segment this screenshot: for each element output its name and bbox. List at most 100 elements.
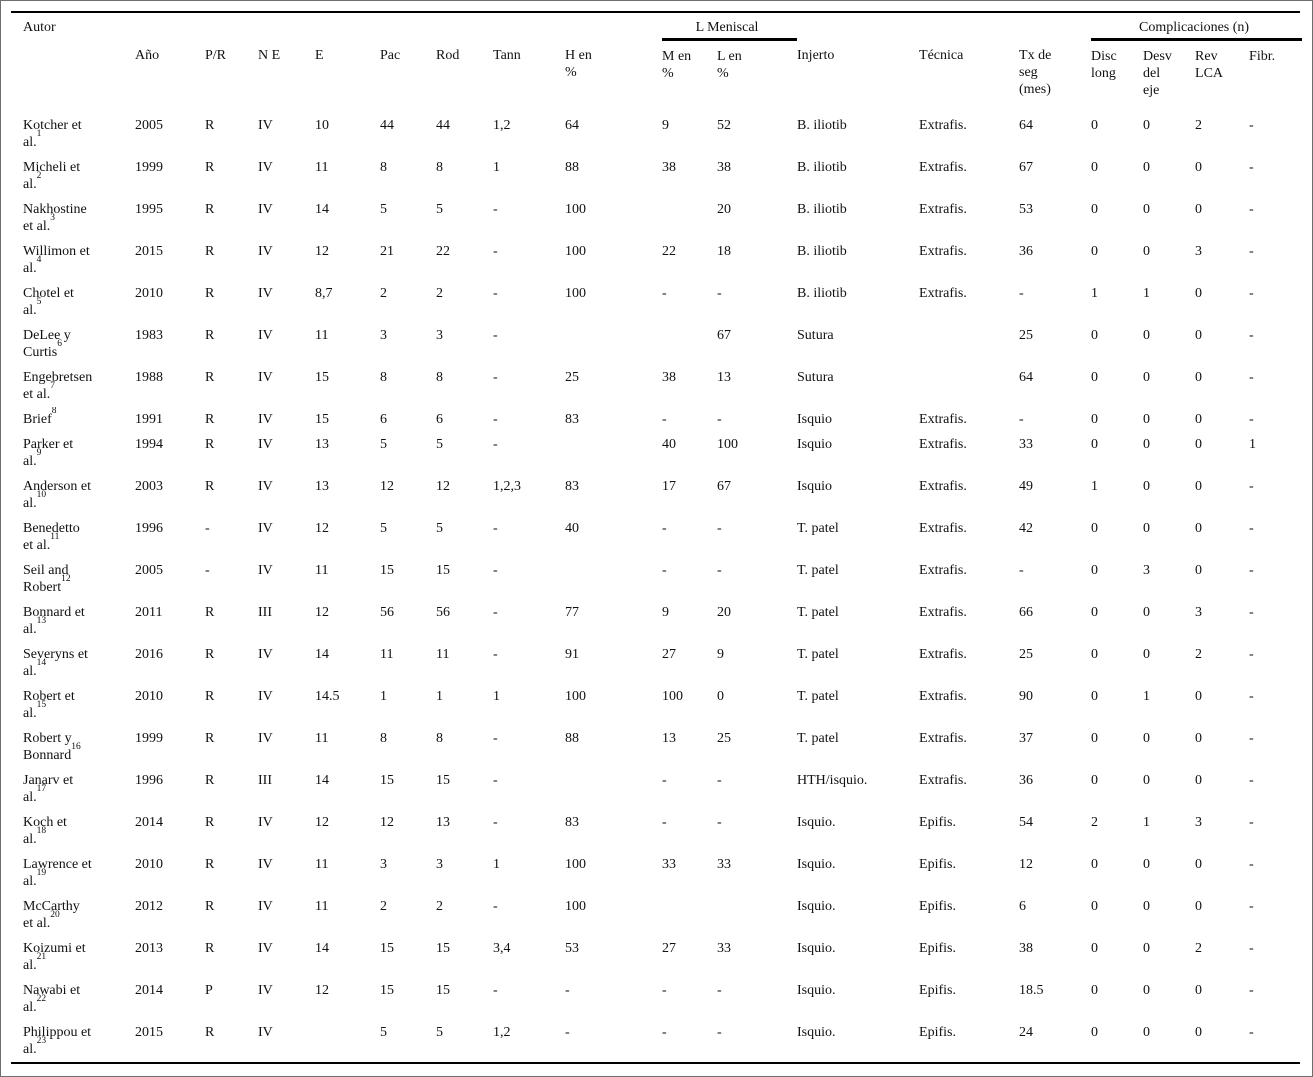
cell-injerto: T. patel (797, 605, 839, 620)
col-header-disc-long: Disc long (1091, 49, 1117, 81)
cell-ano: 1988 (135, 370, 163, 385)
cell-n-e: IV (258, 244, 273, 259)
cell-pac: 5 (380, 437, 387, 452)
cell-disc-long: 0 (1091, 118, 1099, 133)
cell-n-e: IV (258, 479, 273, 494)
cell-l-en-pct: 38 (717, 160, 731, 175)
cell-fibr: - (1249, 412, 1254, 427)
cell-p-r: R (205, 328, 215, 343)
cell-pac: 15 (380, 983, 394, 998)
cell-fibr: - (1249, 731, 1254, 746)
cell-disc-long: 1 (1091, 479, 1099, 494)
cell-e: 14.5 (315, 689, 340, 704)
cell-h-en-pct: 83 (565, 815, 579, 830)
reference-superscript: 15 (36, 699, 47, 710)
col-header-rev-lca: Rev LCA (1195, 49, 1224, 81)
cell-desv-eje: 0 (1143, 328, 1151, 343)
cell-disc-long: 0 (1091, 412, 1099, 427)
cell-autor: Bonnard et al.13 (23, 605, 85, 637)
cell-rod: 8 (436, 731, 443, 746)
cell-l-en-pct: 20 (717, 605, 731, 620)
reference-superscript: 18 (36, 825, 47, 836)
col-header-e: E (315, 47, 324, 63)
table-row: McCarthy et al.20 2012 R IV 11 2 2 - 100 Isquio. Ep… (23, 894, 1302, 936)
cell-disc-long: 0 (1091, 857, 1099, 872)
cell-rev-lca: 0 (1195, 202, 1203, 217)
cell-tecnica: Epifis. (919, 815, 956, 830)
cell-pac: 15 (380, 563, 394, 578)
cell-fibr: - (1249, 328, 1254, 343)
studies-table: Autor L Meniscal Complicaciones (n) Año P… (23, 13, 1303, 1062)
table-row: Engebretsen et al.7 1988 R IV 15 8 8 - 25 38 13 Sutu… (23, 365, 1302, 407)
cell-tx-seg: 25 (1019, 647, 1034, 662)
cell-pac: 15 (380, 773, 394, 788)
cell-l-en-pct: 20 (717, 202, 731, 217)
cell-ano: 1994 (135, 437, 163, 452)
cell-e: 11 (315, 731, 329, 746)
cell-fibr: - (1249, 370, 1254, 385)
cell-rev-lca: 2 (1195, 118, 1203, 133)
cell-ano: 2013 (135, 941, 163, 956)
table-row: Nakhostine et al.3 1995 R IV 14 5 5 - 100 20 B. ili… (23, 197, 1302, 239)
cell-h-en-pct: 91 (565, 647, 579, 662)
reference-superscript: 10 (36, 489, 47, 500)
table-row: Robert y Bonnard16 1999 R IV 11 8 8-88 13 25 T. pa… (23, 726, 1302, 768)
cell-h-en-pct: 100 (565, 899, 586, 914)
cell-h-en-pct: 100 (565, 202, 586, 217)
cell-injerto: Isquio. (797, 983, 836, 998)
cell-ano: 1991 (135, 412, 163, 427)
cell-tann: - (493, 899, 498, 914)
cell-tx-seg: 67 (1019, 160, 1034, 175)
cell-h-en-pct: 64 (565, 118, 579, 133)
cell-injerto: T. patel (797, 521, 839, 536)
cell-rod: 15 (436, 941, 450, 956)
cell-m-en-pct: 22 (662, 244, 676, 259)
cell-p-r: R (205, 479, 215, 494)
cell-desv-eje: 0 (1143, 412, 1151, 427)
cell-disc-long: 0 (1091, 437, 1099, 452)
cell-tann: 1 (493, 857, 500, 872)
cell-rev-lca: 0 (1195, 328, 1203, 343)
cell-l-en-pct: 13 (717, 370, 731, 385)
cell-desv-eje: 1 (1143, 689, 1151, 704)
cell-desv-eje: 0 (1143, 202, 1151, 217)
cell-tann: - (493, 773, 498, 788)
cell-rev-lca: 2 (1195, 941, 1203, 956)
cell-rod: 13 (436, 815, 450, 830)
reference-superscript: 8 (51, 407, 57, 416)
cell-l-en-pct: 52 (717, 118, 731, 133)
cell-tecnica: Extrafis. (919, 731, 967, 746)
cell-pac: 3 (380, 328, 387, 343)
cell-l-en-pct: - (717, 983, 722, 998)
cell-rod: 2 (436, 286, 443, 301)
cell-tann: - (493, 605, 498, 620)
cell-e: 11 (315, 328, 329, 343)
cell-fibr: - (1249, 983, 1254, 998)
cell-p-r: R (205, 118, 215, 133)
reference-superscript: 1 (36, 128, 42, 139)
cell-autor: Nakhostine et al.3 (23, 202, 87, 234)
cell-rev-lca: 0 (1195, 773, 1203, 788)
cell-autor: Janarv et al.17 (23, 773, 74, 805)
group-header-row: Autor L Meniscal Complicaciones (n) (23, 13, 1303, 41)
cell-rod: 5 (436, 202, 443, 217)
cell-m-en-pct: - (662, 286, 667, 301)
cell-desv-eje: 1 (1143, 286, 1151, 301)
cell-rev-lca: 0 (1195, 731, 1203, 746)
cell-p-r: - (205, 563, 210, 578)
table-body: Kotcher et al.1 2005 R IV 10 44 44 1,2 64 9 52 B. il… (23, 113, 1302, 1062)
column-header-row: Año P/R N E E Pac Rod Tann H en % M en % L en % In… (23, 40, 1302, 114)
reference-superscript: 19 (36, 867, 47, 878)
cell-tecnica: Epifis. (919, 941, 956, 956)
cell-l-en-pct: 67 (717, 328, 731, 343)
cell-pac: 5 (380, 1025, 387, 1040)
table-row: Parker et al.9 1994 R IV 13 5 5-40 100 Isquio Extr… (23, 432, 1302, 474)
cell-fibr: - (1249, 160, 1254, 175)
cell-desv-eje: 0 (1143, 118, 1151, 133)
cell-fibr: - (1249, 286, 1254, 301)
header-spacer-mid (797, 13, 1091, 40)
cell-m-en-pct: 38 (662, 160, 676, 175)
cell-rev-lca: 0 (1195, 370, 1203, 385)
cell-disc-long: 0 (1091, 160, 1099, 175)
col-header-h-en-pct: H en % (565, 47, 592, 80)
